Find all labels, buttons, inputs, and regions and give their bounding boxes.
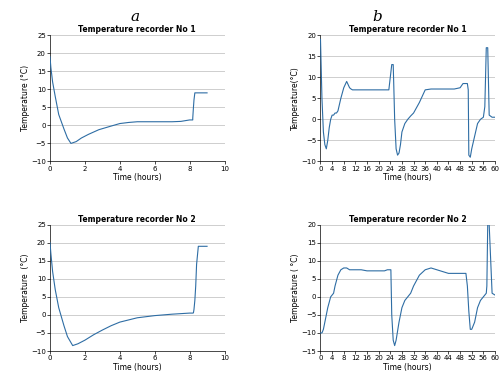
Title: Temperature recorder No 1: Temperature recorder No 1 [349,25,467,34]
X-axis label: Time (hours): Time (hours) [113,363,162,372]
Title: Temperature recorder No 2: Temperature recorder No 2 [78,215,196,224]
Text: a: a [130,10,140,24]
X-axis label: Time (hours): Time (hours) [384,173,432,182]
Title: Temperature recorder No 1: Temperature recorder No 1 [78,25,196,34]
Y-axis label: Temperature  (°C): Temperature (°C) [20,254,30,322]
Text: b: b [372,10,382,24]
Y-axis label: Temperature(°C): Temperature(°C) [291,66,300,130]
X-axis label: Time (hours): Time (hours) [384,363,432,372]
Y-axis label: Temperature ( °C): Temperature ( °C) [291,254,300,322]
Title: Temperature recorder No 2: Temperature recorder No 2 [349,215,467,224]
X-axis label: Time (hours): Time (hours) [113,173,162,182]
Y-axis label: Temperature (°C): Temperature (°C) [20,65,30,131]
